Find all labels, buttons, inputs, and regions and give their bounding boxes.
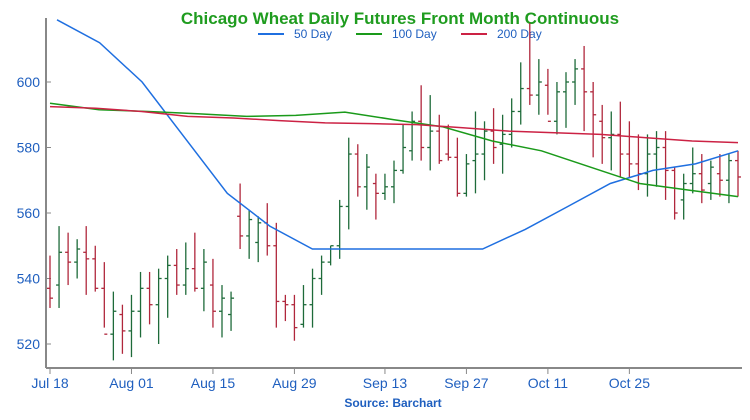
ohlc-bar xyxy=(228,291,235,331)
series-line-200-day xyxy=(49,105,739,144)
y-axis-ticks: 520 540 560 580 600 xyxy=(17,74,51,352)
ohlc-bar xyxy=(372,173,379,220)
ohlc-bar xyxy=(689,147,696,194)
ohlc-bar xyxy=(191,232,198,292)
ohlc-bar xyxy=(92,245,99,292)
ohlc-bar xyxy=(282,294,289,322)
ohlc-bar xyxy=(735,150,741,197)
legend-label: 200 Day xyxy=(497,27,542,41)
ohlc-bar xyxy=(653,131,660,187)
ohlc-bar xyxy=(137,271,144,338)
x-tick-label: Sep 27 xyxy=(444,375,489,391)
ohlc-bar xyxy=(65,232,72,286)
ohlc-bar xyxy=(219,285,225,338)
ohlc-bar xyxy=(300,285,307,328)
ohlc-bar xyxy=(56,226,63,308)
ohlc-bar xyxy=(544,68,551,122)
x-axis-ticks: Jul 18 Aug 01 Aug 15 Aug 29 Sep 13 Sep 27 Oct … xyxy=(31,368,650,391)
ohlc-bar xyxy=(445,124,452,161)
ohlc-bar xyxy=(246,209,253,259)
ohlc-bar xyxy=(508,98,515,148)
series-line-50-day xyxy=(56,19,739,250)
ohlc-bar xyxy=(83,226,90,295)
moving-average-lines xyxy=(49,19,739,250)
ohlc-bar xyxy=(146,271,153,325)
x-tick-label: Oct 11 xyxy=(528,375,568,391)
ohlc-bar xyxy=(716,154,723,197)
ohlc-bar xyxy=(490,108,497,164)
ohlc-bar xyxy=(273,222,280,328)
ohlc-bar xyxy=(608,111,615,171)
ohlc-bar xyxy=(409,111,416,161)
ohlc-bar xyxy=(164,255,171,318)
ohlc-bar xyxy=(336,199,343,259)
ohlc-bar xyxy=(101,262,108,335)
x-tick-label: Sep 13 xyxy=(363,375,408,391)
ohlc-bar xyxy=(472,111,479,194)
ohlc-bar xyxy=(354,144,361,197)
series-line-100-day xyxy=(49,102,739,198)
legend-label: 50 Day xyxy=(294,27,332,41)
x-tick-label: Aug 15 xyxy=(191,375,236,391)
ohlc-bar xyxy=(255,216,262,263)
y-tick-label: 560 xyxy=(17,205,41,221)
ohlc-bar xyxy=(200,249,207,312)
ohlc-bar xyxy=(671,167,678,220)
ohlc-bar xyxy=(517,62,524,125)
ohlc-bar xyxy=(427,95,434,171)
ohlc-bar xyxy=(563,72,569,128)
ohlc-bar xyxy=(110,291,117,361)
ohlc-bar xyxy=(454,137,461,197)
ohlc-bar xyxy=(237,183,244,250)
ohlc-bar xyxy=(581,45,588,132)
ohlc-bar xyxy=(526,23,533,105)
ohlc-bar xyxy=(318,255,325,295)
ohlc-bar xyxy=(381,173,388,200)
ohlc-bar xyxy=(644,134,651,197)
ohlc-bar xyxy=(535,59,542,115)
x-tick-label: Aug 01 xyxy=(109,375,154,391)
ohlc-bar xyxy=(264,203,271,256)
y-tick-label: 600 xyxy=(17,74,41,90)
ohlc-bar xyxy=(499,114,506,174)
y-tick-label: 540 xyxy=(17,271,41,287)
ohlc-bar xyxy=(590,82,597,158)
x-tick-label: Jul 18 xyxy=(31,375,69,391)
ohlc-bar xyxy=(572,59,579,105)
chart-title: Chicago Wheat Daily Futures Front Month … xyxy=(181,9,619,28)
ohlc-bar xyxy=(47,255,53,308)
source-label: Source: Barchart xyxy=(344,396,441,410)
ohlc-bar xyxy=(363,154,370,210)
x-tick-label: Oct 25 xyxy=(609,375,650,391)
ohlc-bar xyxy=(680,173,687,220)
ohlc-bar xyxy=(481,121,488,181)
ohlc-bar xyxy=(291,294,298,341)
y-tick-label: 520 xyxy=(17,336,41,352)
ohlc-bar xyxy=(155,268,162,344)
ohlc-bar xyxy=(119,304,126,354)
ohlc-bars xyxy=(47,23,741,361)
ohlc-bar xyxy=(617,101,624,177)
ohlc-bar xyxy=(173,249,180,295)
ohlc-bar xyxy=(74,239,81,279)
ohlc-bar xyxy=(128,294,135,358)
ohlc-bar xyxy=(400,124,407,174)
ohlc-bar xyxy=(553,82,560,135)
ohlc-bar xyxy=(463,154,470,197)
ohlc-bar xyxy=(209,258,216,328)
x-tick-label: Aug 29 xyxy=(272,375,317,391)
legend: 50 Day 100 Day 200 Day xyxy=(258,27,542,41)
ohlc-bar xyxy=(626,121,633,177)
ohlc-bar xyxy=(391,160,397,204)
legend-label: 100 Day xyxy=(392,27,437,41)
ohlc-bar xyxy=(662,131,669,200)
ohlc-bar xyxy=(345,137,352,230)
ohlc-bar xyxy=(309,268,316,328)
ohlc-bar xyxy=(182,242,189,295)
ohlc-bar xyxy=(436,114,443,164)
y-tick-label: 580 xyxy=(17,140,41,156)
